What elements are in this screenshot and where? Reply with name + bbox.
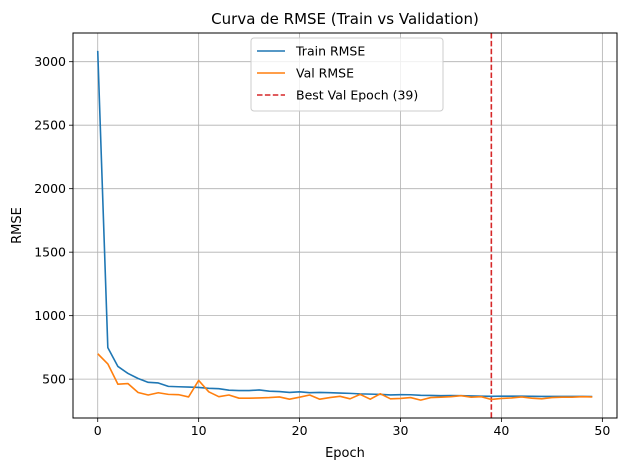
x-tick-label: 10 — [191, 423, 207, 438]
x-tick-label: 0 — [94, 423, 102, 438]
chart-title: Curva de RMSE (Train vs Validation) — [211, 10, 479, 28]
series-layer — [96, 50, 593, 401]
val-rmse-line — [97, 353, 593, 401]
y-tick-label: 3000 — [34, 54, 66, 69]
y-tick-label: 2500 — [34, 118, 66, 133]
y-tick-label: 1500 — [34, 245, 66, 260]
plot-frame — [72, 32, 618, 419]
x-axis-label: Epoch — [325, 446, 365, 461]
legend-train-label: Train RMSE — [295, 44, 365, 59]
legend-val-label: Val RMSE — [296, 66, 354, 81]
legend: Train RMSE Val RMSE Best Val Epoch (39) — [250, 37, 444, 112]
y-tick-label: 1000 — [34, 308, 66, 323]
y-axis-label: RMSE — [10, 207, 25, 244]
x-tick-label: 40 — [493, 423, 509, 438]
train-rmse-line — [96, 50, 593, 398]
legend-box — [250, 37, 444, 112]
x-tick-label: 50 — [594, 423, 610, 438]
legend-best-epoch-label: Best Val Epoch (39) — [296, 88, 418, 103]
x-tick-label: 20 — [292, 423, 308, 438]
y-tick-label: 2000 — [34, 181, 66, 196]
x-tick-label: 30 — [393, 423, 409, 438]
ticks: 0 10 20 30 40 50 500 1000 1500 2000 2500 3000 — [34, 54, 610, 438]
y-tick-label: 500 — [42, 372, 66, 387]
